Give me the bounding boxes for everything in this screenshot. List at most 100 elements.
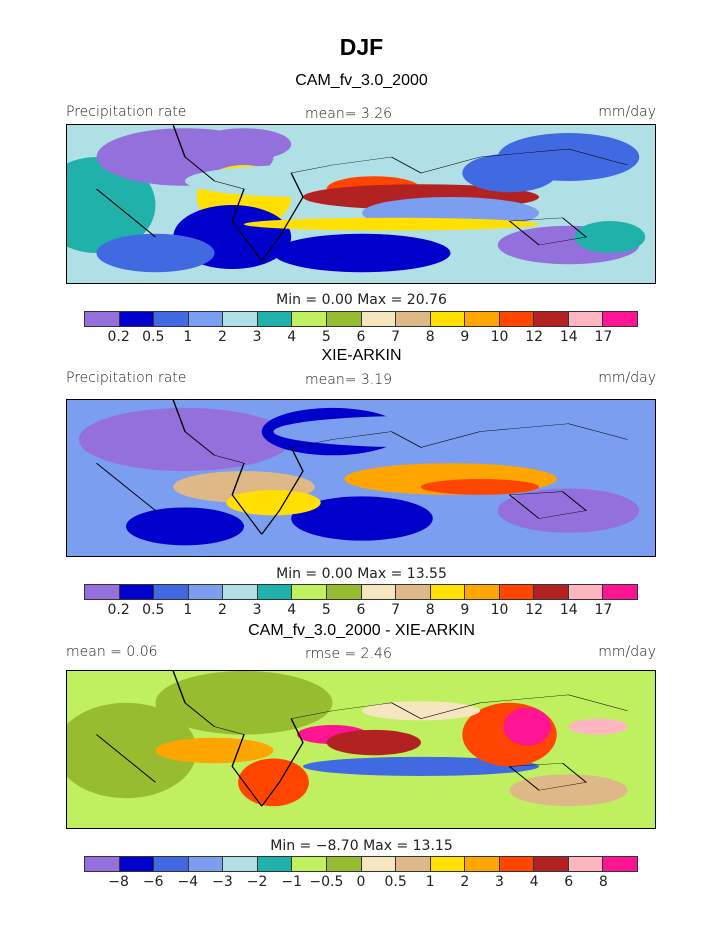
colorbar-swatch: [326, 857, 362, 871]
colorbar-tick-label: 10: [490, 329, 509, 345]
coastline: [95, 671, 629, 807]
contour-region: [497, 133, 640, 181]
colorbar: [84, 856, 638, 872]
colorbar-tick-label: 4: [287, 329, 297, 345]
coastline: [95, 400, 629, 535]
panel-left-label: Precipitation rate: [66, 104, 187, 120]
contour-region: [238, 758, 309, 807]
colorbar-tick-label: 0.5: [384, 874, 407, 890]
colorbar-tick-label: −8: [108, 874, 129, 890]
colorbar-swatch: [396, 857, 431, 871]
colorbar-swatch: [465, 585, 500, 599]
contour-region: [273, 415, 569, 448]
colorbar-tick-label: −2: [246, 874, 268, 890]
colorbar-swatch: [465, 857, 500, 871]
colorbar-tick-label: 9: [460, 602, 470, 618]
colorbar-tick-label: 4: [287, 602, 297, 618]
contour-region: [291, 496, 433, 541]
panel-units-label: mm/day: [598, 104, 656, 120]
panel-units-label: mm/day: [598, 370, 656, 386]
contour-region: [509, 774, 628, 807]
colorbar-swatch: [85, 312, 120, 326]
colorbar-tick-label: 0.5: [142, 602, 165, 618]
panel-title: XIE-ARKIN: [321, 347, 402, 364]
colorbar-tick-label: 4: [529, 874, 539, 890]
colorbar-tick-label: 14: [559, 602, 578, 618]
contour-region: [67, 702, 197, 799]
contour-region: [196, 128, 292, 161]
coastline: [95, 125, 629, 262]
colorbar-swatch: [154, 312, 189, 326]
colorbar-swatch: [430, 312, 466, 326]
colorbar-swatch: [396, 312, 431, 326]
colorbar-swatch: [568, 857, 604, 871]
panel-title: CAM_fv_3.0_2000 - XIE-ARKIN: [248, 622, 475, 639]
colorbar-swatch: [568, 312, 604, 326]
colorbar-tick-label: 0: [356, 874, 366, 890]
colorbar: [84, 584, 638, 600]
colorbar-swatch: [223, 857, 258, 871]
colorbar-swatch: [499, 585, 535, 599]
colorbar-swatch: [257, 857, 293, 871]
colorbar-tick-label: 17: [594, 602, 613, 618]
colorbar-tick-label: 5: [321, 329, 331, 345]
colorbar-swatch: [568, 585, 604, 599]
colorbar-swatch: [85, 585, 120, 599]
map-panel: [66, 124, 656, 284]
colorbar-tick-label: 12: [525, 602, 544, 618]
colorbar-swatch: [119, 585, 155, 599]
colorbar-swatch: [119, 857, 155, 871]
colorbar-swatch: [499, 312, 535, 326]
colorbar-tick-label: 9: [460, 329, 470, 345]
colorbar-swatch: [326, 312, 362, 326]
colorbar-tick-label: 0.5: [142, 329, 165, 345]
contour-region: [273, 233, 451, 273]
colorbar-tick-label: 3: [495, 874, 504, 890]
colorbar-swatch: [326, 585, 362, 599]
contour-region: [78, 471, 150, 519]
colorbar-swatch: [465, 312, 500, 326]
colorbar-tick-label: −6: [142, 874, 164, 890]
map-panel: [66, 399, 656, 557]
min-max-label: Min = −8.70 Max = 13.15: [270, 838, 453, 854]
colorbar-tick-label: 5: [321, 602, 331, 618]
colorbar-swatch: [154, 857, 189, 871]
colorbar-tick-label: −1: [281, 874, 303, 890]
colorbar-swatch: [119, 312, 155, 326]
colorbar-tick-label: 1: [425, 874, 435, 890]
colorbar: [84, 311, 638, 327]
colorbar-tick-label: 2: [218, 602, 227, 618]
colorbar-tick-label: −4: [177, 874, 199, 890]
contour-region: [362, 701, 480, 721]
colorbar-tick-label: 3: [252, 329, 262, 345]
colorbar-tick-label: 8: [598, 874, 608, 890]
contour-region: [421, 479, 539, 495]
colorbar-tick-label: 6: [356, 329, 366, 345]
colorbar-swatch: [534, 585, 569, 599]
panel-left-label: mean = 0.06: [66, 644, 158, 660]
colorbar-tick-label: −0.5: [309, 874, 344, 890]
colorbar-tick-label: 2: [218, 329, 227, 345]
colorbar-tick-label: 7: [391, 602, 401, 618]
contour-region: [326, 729, 421, 756]
colorbar-tick-label: 2: [460, 874, 470, 890]
colorbar-swatch: [188, 585, 224, 599]
contour-region: [155, 671, 333, 735]
colorbar-tick-label: −3: [212, 874, 233, 890]
contour-region: [67, 157, 156, 253]
figure-title: DJF: [339, 34, 384, 60]
contour-region: [155, 737, 274, 764]
colorbar-tick-label: 6: [356, 602, 366, 618]
colorbar-swatch: [361, 312, 397, 326]
contour-region: [126, 507, 244, 546]
min-max-label: Min = 0.00 Max = 13.55: [276, 566, 447, 582]
panel-center-label: mean= 3.19: [305, 372, 393, 388]
map-panel: [66, 670, 656, 829]
contour-region: [503, 707, 551, 746]
colorbar-swatch: [292, 857, 327, 871]
min-max-label: Min = 0.00 Max = 20.76: [276, 292, 447, 308]
colorbar-tick-label: 14: [559, 329, 578, 345]
colorbar-tick-label: 0.2: [107, 329, 130, 345]
colorbar-swatch: [257, 585, 293, 599]
colorbar-swatch: [430, 585, 466, 599]
